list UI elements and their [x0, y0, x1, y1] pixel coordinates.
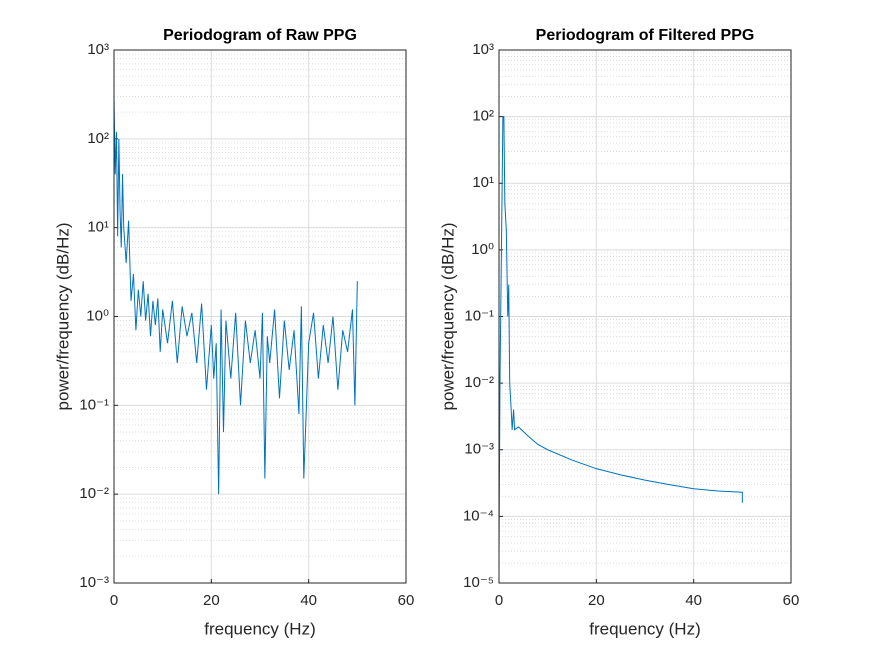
series-line	[498, 116, 743, 552]
x-tick-label: 40	[300, 592, 317, 609]
y-tick-label: 10⁻¹	[79, 396, 109, 413]
axes-box	[113, 49, 407, 584]
y-tick-label: 10²	[87, 130, 109, 147]
y-axis-label: power/frequency (dB/Hz)	[438, 222, 457, 410]
y-tick-label: 10⁻²	[79, 485, 109, 502]
chart-title: Periodogram of Raw PPG	[163, 27, 357, 44]
x-tick-label: 20	[203, 592, 220, 609]
x-tick-label: 40	[685, 592, 702, 609]
y-tick-label: 10⁻⁴	[463, 507, 494, 524]
y-tick-label: 10³	[87, 41, 109, 58]
x-axis-label: frequency (Hz)	[589, 619, 700, 638]
y-tick-label: 10¹	[87, 219, 109, 236]
x-tick-label: 60	[783, 592, 800, 609]
x-tick-label: 0	[110, 592, 118, 609]
y-tick-label: 10¹	[472, 174, 494, 191]
x-tick-label: 0	[495, 592, 503, 609]
x-axis-label: frequency (Hz)	[204, 619, 315, 638]
y-tick-label: 10⁻¹	[464, 307, 494, 324]
y-tick-label: 10³	[472, 41, 494, 58]
series-line	[113, 96, 358, 495]
y-tick-label: 10⁰	[86, 307, 109, 324]
y-tick-label: 10⁻⁵	[463, 574, 494, 591]
y-tick-label: 10⁻³	[464, 441, 494, 458]
x-tick-label: 20	[588, 592, 605, 609]
chart-title: Periodogram of Filtered PPG	[536, 27, 755, 44]
axes-box	[498, 49, 792, 584]
y-axis-label: power/frequency (dB/Hz)	[53, 222, 72, 410]
y-tick-label: 10⁰	[471, 241, 494, 258]
x-tick-label: 60	[398, 592, 415, 609]
y-tick-label: 10²	[472, 108, 494, 125]
y-tick-label: 10⁻²	[464, 374, 494, 391]
y-tick-label: 10⁻³	[79, 574, 109, 591]
